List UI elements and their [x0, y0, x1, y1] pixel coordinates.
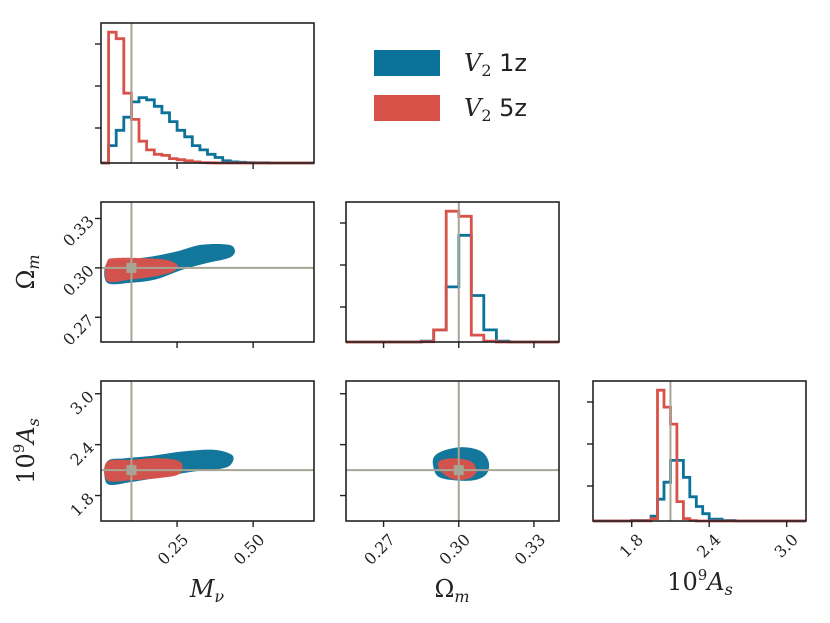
x-tick-label-om: 0.27: [360, 530, 399, 569]
legend-label-v2-1z: V2 1z: [464, 49, 527, 80]
hist-om-v2-5z: [346, 209, 559, 344]
x-tick-label-as: 3.0: [770, 530, 801, 561]
x-axis-label-om: Ωm: [434, 575, 469, 606]
contour-fill-layer: [104, 243, 490, 486]
tick-layer: [95, 43, 788, 527]
panel-frame-r2-c1: [345, 380, 560, 522]
panel-frame-r2-c0: [100, 380, 315, 522]
panel-frame-r1-c1: [345, 201, 560, 343]
y-tick-label-om: 0.27: [59, 311, 98, 350]
hist-mnu-v2-1z: [101, 96, 314, 165]
truth-marker-mnu_om: [126, 262, 137, 273]
y-tick-label-om: 0.33: [59, 212, 98, 251]
y-tick-label-as: 3.0: [66, 387, 97, 418]
x-axis-label-as: 109As: [667, 566, 733, 599]
x-tick-label-as: 1.8: [616, 530, 647, 561]
contour-mnu_om-v2-5z: [104, 257, 178, 283]
y-tick-label-om: 0.30: [59, 261, 98, 300]
hist-om-v2-1z: [346, 233, 559, 344]
truth-marker-om_as: [453, 465, 464, 476]
contour-panel-om_as: [432, 447, 490, 481]
legend-swatch-v2-5z: [374, 95, 440, 121]
hist-mnu-v2-5z: [101, 30, 314, 165]
x-tick-label-mnu: 0.25: [154, 530, 193, 569]
contour-panel-mnu_om: [104, 243, 235, 285]
histogram-line-layer: [101, 30, 806, 523]
y-axis-label-om: Ωm: [12, 254, 43, 289]
hist-as-v2-1z: [593, 459, 806, 523]
x-tick-label-om: 0.33: [511, 530, 550, 569]
hist-as-v2-5z: [593, 388, 806, 523]
x-axis-label-mnu: Mν: [189, 575, 225, 606]
truth-marker-layer: [101, 23, 672, 521]
y-tick-label-as: 1.8: [66, 489, 97, 520]
y-axis-label-as: 109As: [10, 418, 43, 484]
legend-swatch-v2-1z: [374, 50, 440, 76]
legend: V2 1z V2 5z: [374, 49, 527, 125]
truth-marker-mnu_as: [126, 465, 137, 476]
x-tick-label-om: 0.30: [435, 530, 474, 569]
contour-panel-mnu_as: [104, 449, 234, 486]
panel-frame-r2-c2: [592, 380, 807, 522]
x-tick-label-as: 2.4: [693, 530, 724, 561]
y-tick-label-as: 2.4: [66, 438, 97, 469]
panel-frame-r1-c0: [100, 201, 315, 343]
panel-frame-r0-c0: [100, 22, 315, 164]
x-tick-label-mnu: 0.50: [230, 530, 269, 569]
panel-frame-layer: [100, 22, 807, 522]
legend-label-v2-5z: V2 5z: [464, 94, 527, 125]
